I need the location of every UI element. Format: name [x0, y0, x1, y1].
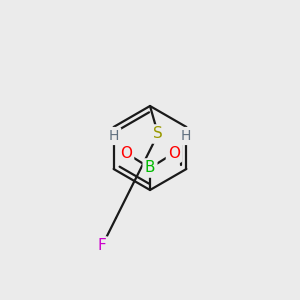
Text: S: S — [153, 127, 163, 142]
Text: O: O — [168, 146, 180, 160]
Text: B: B — [145, 160, 155, 175]
Text: O: O — [120, 146, 132, 160]
Text: F: F — [98, 238, 106, 253]
Text: H: H — [181, 129, 191, 143]
Text: H: H — [109, 129, 119, 143]
